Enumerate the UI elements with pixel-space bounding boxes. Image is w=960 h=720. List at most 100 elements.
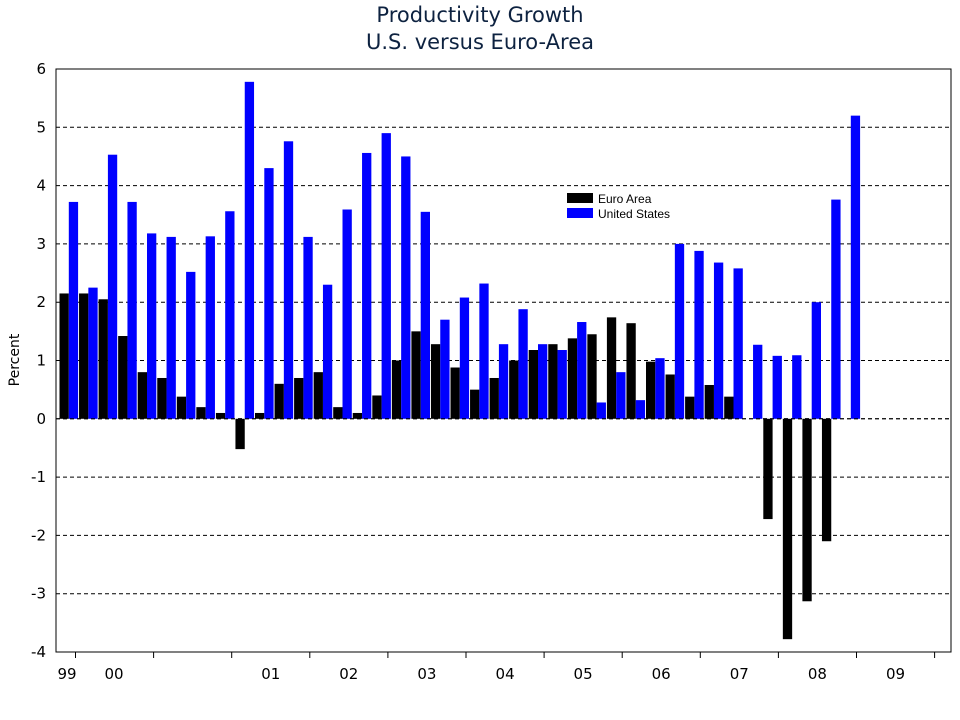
plot-frame (55, 68, 952, 653)
bar-euro-area (98, 299, 108, 419)
y-tick-label: 0 (36, 410, 46, 428)
bar-united-states (68, 201, 79, 419)
bar-united-states (186, 271, 196, 419)
chart-subtitle: U.S. versus Euro-Area (365, 30, 594, 54)
bar-euro-area (372, 395, 382, 419)
bar-euro-area (704, 384, 714, 419)
x-tick-label: 05 (574, 665, 593, 683)
bar-united-states (577, 322, 587, 419)
bar-euro-area (157, 377, 167, 419)
bar-euro-area (196, 407, 206, 419)
bar-euro-area (352, 412, 363, 419)
bar-euro-area (313, 372, 323, 419)
bar-united-states (811, 302, 821, 419)
bar-euro-area (567, 338, 578, 419)
bar-united-states (753, 344, 763, 419)
bar-united-states (459, 297, 470, 419)
x-tick-label: 01 (261, 665, 280, 683)
x-tick-label: 04 (496, 665, 515, 683)
bar-euro-area (333, 407, 343, 419)
bar-euro-area (782, 418, 793, 640)
bar-euro-area (235, 418, 245, 450)
y-axis-label: Percent (7, 333, 23, 386)
bar-euro-area (646, 361, 656, 419)
bar-euro-area (274, 383, 284, 419)
bar-euro-area (430, 344, 441, 419)
y-tick-label: 3 (36, 235, 46, 253)
bar-euro-area (215, 412, 226, 419)
bar-united-states (831, 199, 841, 419)
y-tick-label: -1 (31, 468, 46, 486)
bar-united-states (420, 211, 430, 419)
legend-swatch-euro-area (567, 193, 593, 203)
bar-united-states (342, 209, 352, 419)
bar-euro-area (411, 331, 421, 419)
bar-united-states (127, 201, 137, 419)
bar-euro-area (255, 412, 265, 419)
bar-euro-area (391, 360, 402, 419)
bar-euro-area (802, 418, 812, 602)
bar-euro-area (509, 360, 519, 419)
bar-united-states (635, 400, 646, 419)
x-tick-label: 06 (652, 665, 671, 683)
x-tick-label: 03 (417, 665, 436, 683)
bar-united-states (283, 141, 294, 419)
y-tick-label: 5 (36, 118, 46, 136)
bar-united-states (147, 233, 157, 419)
bar-euro-area (450, 367, 460, 419)
bar-united-states (244, 81, 255, 419)
bar-euro-area (587, 334, 597, 419)
x-tick-label: 00 (104, 665, 123, 683)
y-tick-label: 1 (36, 352, 46, 370)
bar-euro-area (79, 293, 89, 419)
bar-united-states (264, 168, 274, 419)
y-tick-label: -3 (31, 585, 46, 603)
bar-euro-area (489, 377, 499, 419)
bar-euro-area (606, 317, 617, 419)
bar-united-states (205, 236, 215, 419)
bar-euro-area (59, 293, 69, 419)
bar-united-states (303, 236, 313, 419)
bar-united-states (674, 243, 685, 419)
chart-title: Productivity Growth (376, 3, 584, 27)
bar-united-states (557, 350, 567, 419)
x-tick-label: 02 (339, 665, 358, 683)
bar-euro-area (137, 372, 147, 419)
bar-euro-area (528, 350, 538, 419)
bars (59, 81, 861, 640)
bar-united-states (792, 355, 802, 419)
x-tick-label: 09 (886, 665, 905, 683)
bar-united-states (225, 211, 235, 419)
bar-united-states (440, 319, 450, 419)
y-tick-label: 4 (36, 177, 46, 195)
bar-united-states (362, 152, 372, 419)
bar-united-states (88, 287, 98, 419)
bar-united-states (381, 133, 391, 419)
bar-united-states (401, 156, 411, 419)
bar-united-states (772, 355, 782, 419)
bar-euro-area (470, 389, 480, 419)
legend-label-united-states: United States (598, 207, 670, 221)
y-tick-label: 2 (36, 293, 46, 311)
bar-euro-area (724, 396, 734, 419)
bar-euro-area (118, 336, 128, 419)
bar-euro-area (665, 374, 675, 419)
bar-united-states (850, 115, 861, 419)
x-tick-label: 07 (730, 665, 749, 683)
bar-united-states (107, 154, 118, 419)
bar-euro-area (176, 396, 187, 419)
bar-united-states (166, 236, 176, 419)
bar-euro-area (821, 418, 832, 542)
bar-united-states (479, 283, 489, 419)
bar-united-states (538, 344, 548, 419)
bar-united-states (518, 309, 528, 419)
bar-united-states (616, 372, 626, 419)
x-tick-label: 08 (808, 665, 827, 683)
bar-united-states (733, 268, 743, 419)
bar-united-states (596, 402, 606, 419)
bar-united-states (713, 262, 724, 419)
legend-swatch-united-states (567, 208, 593, 218)
bar-euro-area (626, 323, 636, 419)
x-tick-label: 99 (57, 665, 76, 683)
